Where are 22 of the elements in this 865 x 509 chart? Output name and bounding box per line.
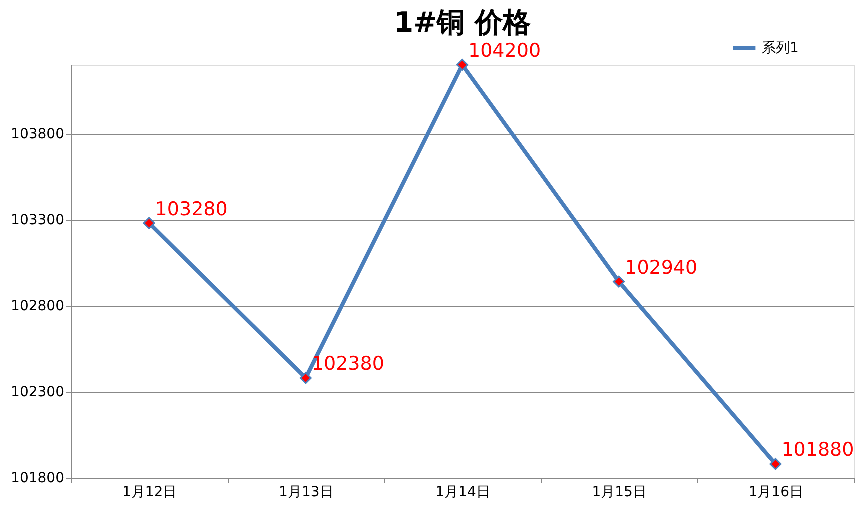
y-tick-label: 102300 (11, 384, 64, 400)
chart-title: 1#铜 价格 (394, 6, 531, 39)
x-tick-label: 1月16日 (748, 484, 804, 500)
data-label: 103280 (155, 198, 228, 220)
y-tick-label: 103300 (11, 212, 64, 228)
data-label: 104200 (468, 40, 542, 62)
y-tick-label: 101800 (11, 470, 64, 486)
x-tick-label: 1月15日 (592, 484, 647, 500)
data-label: 102380 (312, 353, 384, 376)
data-label: 101880 (782, 439, 854, 462)
x-tick-label: 1月12日 (122, 484, 178, 500)
y-tick-label: 103800 (11, 126, 64, 142)
legend-label: 系列1 (762, 40, 799, 56)
point (770, 458, 782, 470)
y-tick-label: 102800 (11, 298, 64, 314)
point (456, 59, 468, 71)
x-tick-label: 1月14日 (436, 484, 490, 500)
x-tick-label: 1月13日 (279, 484, 334, 500)
data-label: 102940 (625, 256, 698, 279)
point (300, 372, 312, 384)
point (143, 217, 156, 230)
point (613, 276, 626, 288)
